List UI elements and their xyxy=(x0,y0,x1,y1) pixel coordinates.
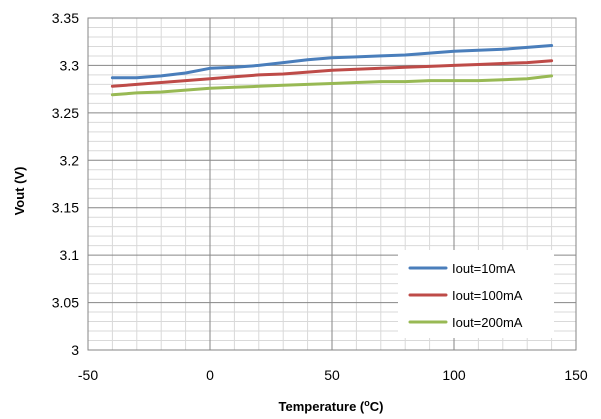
plot-area-frame xyxy=(87,17,577,351)
series-line-1 xyxy=(110,44,554,80)
y-tick-label: 3.15 xyxy=(52,200,79,216)
y-tick-label: 3.3 xyxy=(60,57,80,73)
y-tick-label: 3.35 xyxy=(52,10,79,26)
y-tick-label: 3.25 xyxy=(52,105,79,121)
y-tick-label: 3.05 xyxy=(52,295,79,311)
x-tick-label: 150 xyxy=(564,367,588,383)
x-tick-label: 0 xyxy=(206,367,214,383)
series-line-3 xyxy=(110,74,554,97)
y-tick-label: 3.1 xyxy=(60,247,80,263)
series-lines xyxy=(110,44,554,97)
x-tick-label: -50 xyxy=(78,367,98,383)
legend-label-2: Iout=100mA xyxy=(452,288,523,303)
x-tick-label: 100 xyxy=(442,367,466,383)
legend-items: Iout=10mA Iout=100mA Iout=200mA xyxy=(408,261,523,330)
legend: Iout=10mA Iout=100mA Iout=200mA xyxy=(398,250,554,338)
legend-label-1: Iout=10mA xyxy=(452,261,516,276)
x-axis-tick-labels: -50 0 50 100 150 xyxy=(78,367,588,383)
y-axis-tick-labels: 3 3.05 3.1 3.15 3.2 3.25 3.3 3.35 xyxy=(52,10,79,358)
x-tick-label: 50 xyxy=(324,367,340,383)
y-tick-label: 3.2 xyxy=(60,152,80,168)
legend-label-3: Iout=200mA xyxy=(452,315,523,330)
y-tick-label: 3 xyxy=(71,342,79,358)
x-axis-title: Temperature (oC) xyxy=(279,398,384,414)
x-axis-title-degree: o xyxy=(364,398,370,408)
x-axis-title-main: Temperature ( xyxy=(279,399,365,414)
y-axis-title: Vout (V) xyxy=(12,167,27,216)
series-line-2 xyxy=(110,59,554,88)
x-axis-title-unit: C) xyxy=(370,399,384,414)
